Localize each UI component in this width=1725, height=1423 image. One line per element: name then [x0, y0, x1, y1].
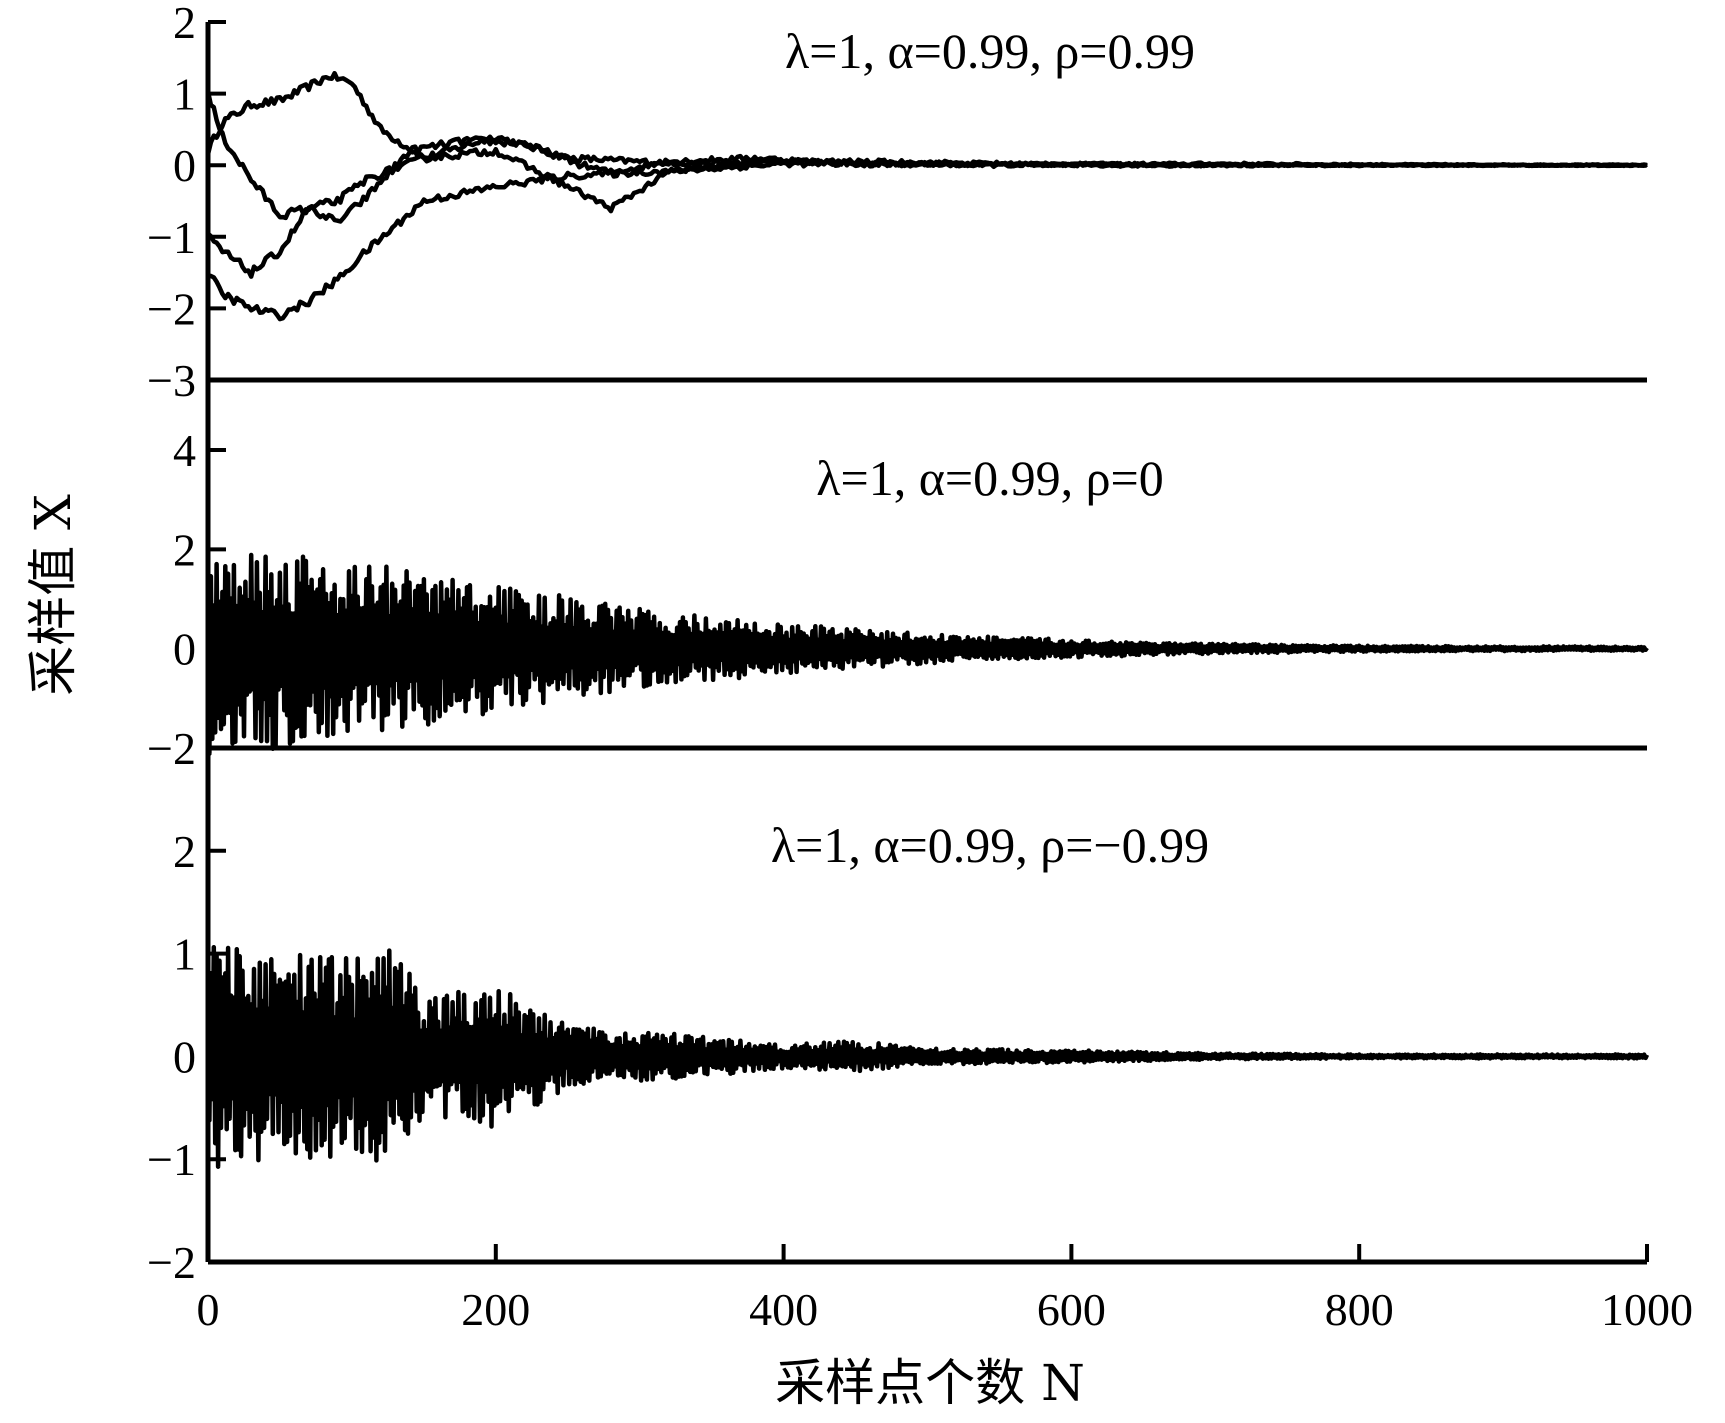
x-axis-label: 采样点个数 N: [775, 1354, 1085, 1412]
panel-2-y-tick-label: −2: [147, 723, 196, 774]
panel-1-y-tick-label: −3: [147, 355, 196, 406]
panel-2-y-tick-label: 4: [173, 425, 196, 476]
panel-3-series-1: [205, 944, 1650, 1169]
panel-1-series-3: [206, 146, 1648, 279]
panel-3-y-tick-label: 2: [173, 826, 196, 877]
panel-2-y-tick-label: 2: [173, 524, 196, 575]
panel-3-y-tick-label: 1: [173, 929, 196, 980]
panel-3-y-tick-label: 0: [173, 1031, 196, 1082]
x-tick-label: 200: [461, 1284, 530, 1335]
panel-title-1: λ=1, α=0.99, ρ=0.99: [785, 23, 1195, 79]
y-axis-label: 采样值 X: [24, 494, 82, 696]
panel-1-series-4: [207, 159, 1648, 322]
x-tick-label: 0: [197, 1284, 220, 1335]
panel-2-y-tick-label: 0: [173, 624, 196, 675]
panel-1-y-tick-label: 2: [173, 0, 196, 48]
x-tick-label: 800: [1325, 1284, 1394, 1335]
panel-title-3: λ=1, α=0.99, ρ=−0.99: [771, 817, 1209, 873]
plot-area: λ=1, α=0.99, ρ=0.99 λ=1, α=0.99, ρ=0 λ=1, …: [205, 23, 1650, 1169]
panel-1-y-tick-label: 1: [173, 69, 196, 120]
panel-1-y-tick-label: −2: [147, 283, 196, 334]
panel-3-y-tick-label: −1: [147, 1134, 196, 1185]
x-tick-label: 600: [1037, 1284, 1106, 1335]
panel-1-series-1: [205, 70, 1648, 169]
x-tick-label: 400: [749, 1284, 818, 1335]
panel-2-series-1: [205, 552, 1649, 756]
x-tick-label: 1000: [1601, 1284, 1693, 1335]
panel-3-y-tick-label: −2: [147, 1237, 196, 1288]
panel-title-2: λ=1, α=0.99, ρ=0: [816, 450, 1164, 506]
panel-1-y-tick-label: 0: [173, 140, 196, 191]
panel-1-y-tick-label: −1: [147, 212, 196, 263]
